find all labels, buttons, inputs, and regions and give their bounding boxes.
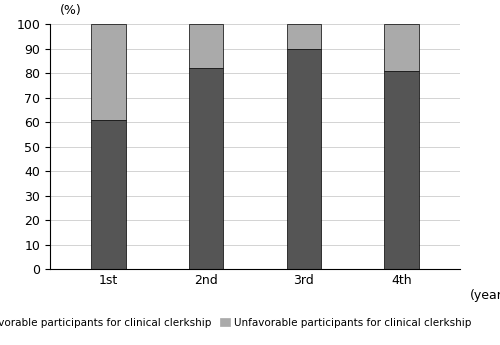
Bar [92, 120, 126, 269]
Bar [189, 24, 224, 68]
Text: (%): (%) [60, 4, 82, 17]
Bar [92, 24, 126, 120]
Bar [189, 68, 224, 269]
Bar [286, 24, 321, 49]
Bar [384, 24, 418, 71]
Bar [286, 49, 321, 269]
Text: (year): (year) [470, 289, 500, 302]
Legend: Favorable participants for clinical clerkship, Unfavorable participants for clin: Favorable participants for clinical cler… [0, 314, 476, 332]
Bar [384, 71, 418, 269]
